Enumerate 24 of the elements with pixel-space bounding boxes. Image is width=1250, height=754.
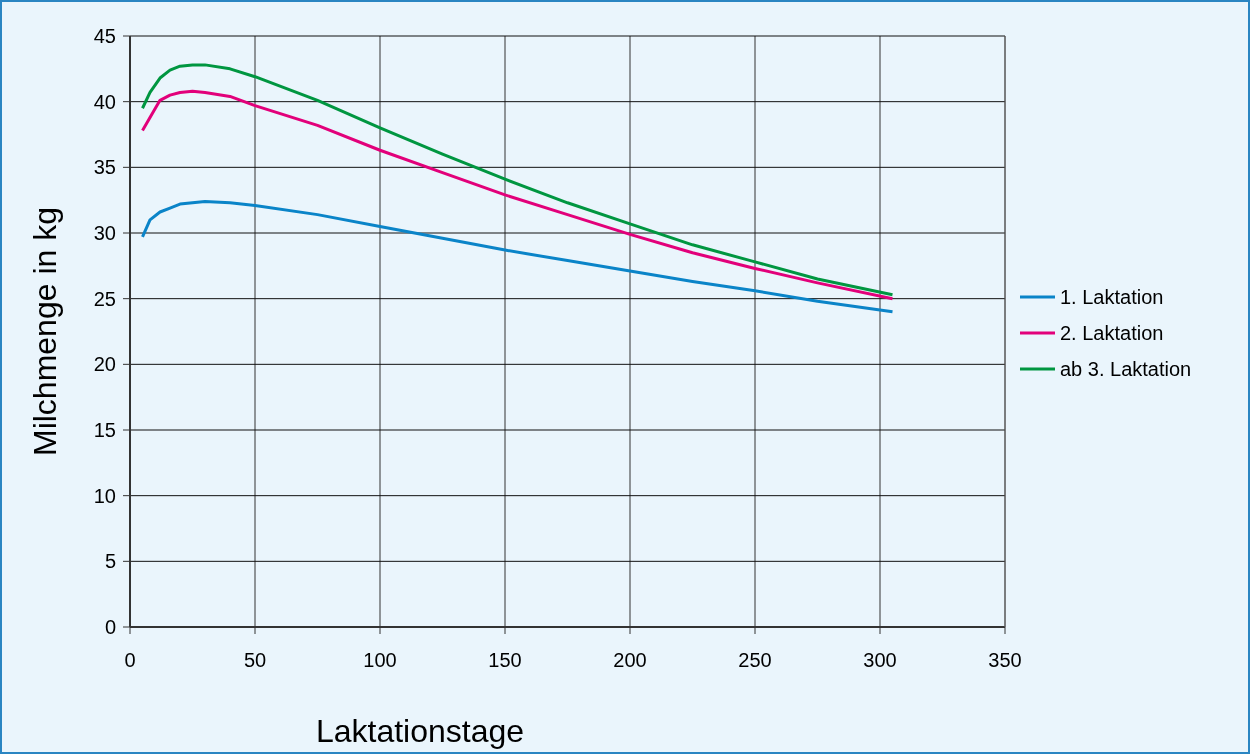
y-tick-label: 45 [93, 25, 116, 47]
legend-label: 1. Laktation [1060, 286, 1164, 308]
x-axis-title: Laktationstage [315, 713, 525, 749]
x-tick-label: 150 [488, 649, 522, 671]
y-tick-label: 35 [93, 156, 116, 179]
y-tick-label: 15 [93, 419, 116, 441]
x-tick-label: 250 [738, 649, 772, 671]
x-tick-label: 200 [613, 649, 647, 671]
x-tick-label: 350 [988, 649, 1022, 671]
y-axis-title: Milchmenge in kg [27, 207, 63, 456]
y-tick-label: 30 [93, 222, 116, 244]
y-tick-label: 0 [104, 616, 116, 638]
x-tick-label: 100 [363, 649, 397, 671]
legend-label: ab 3. Laktation [1060, 358, 1192, 380]
legend-label: 2. Laktation [1060, 322, 1164, 344]
x-tick-label: 300 [863, 649, 897, 671]
y-tick-label: 10 [93, 484, 116, 507]
x-tick-label: 50 [243, 649, 267, 671]
y-tick-label: 5 [104, 550, 116, 573]
y-tick-label: 25 [93, 287, 116, 310]
x-tick-label: 0 [124, 649, 136, 671]
line-series [141, 199, 894, 314]
y-tick-label: 20 [93, 353, 116, 376]
y-tick-label: 40 [93, 90, 116, 113]
